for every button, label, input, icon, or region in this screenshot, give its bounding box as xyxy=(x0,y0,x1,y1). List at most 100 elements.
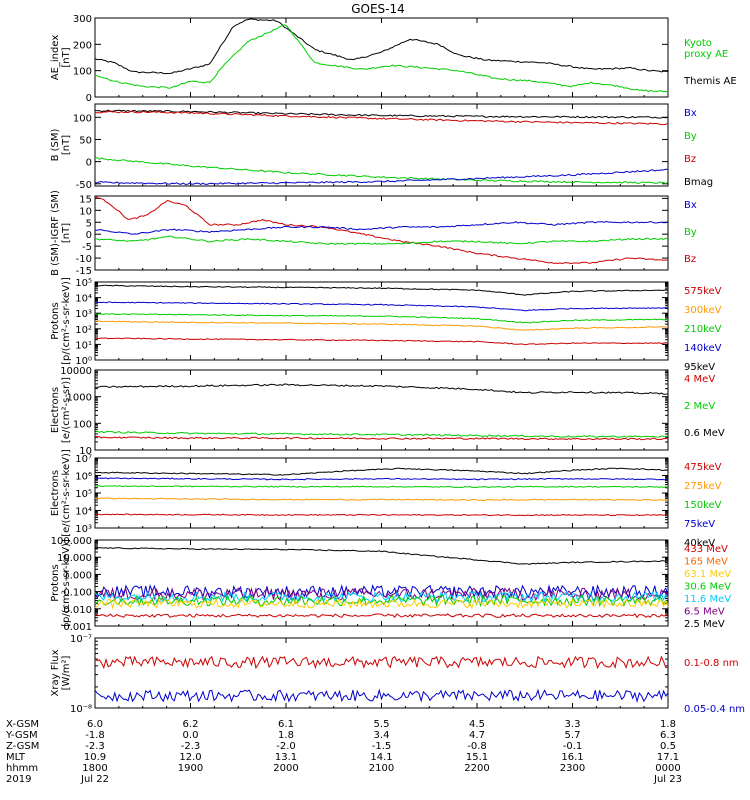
y-axis-label-line: [W/m²] xyxy=(61,655,72,690)
y-tick-label: 10000 xyxy=(60,366,92,377)
legend-label: Themis AE xyxy=(683,76,737,87)
y-tick-label: 100 xyxy=(73,113,92,124)
series-line-6-5-mev xyxy=(94,583,669,600)
legend-label: 0.6 MeV xyxy=(684,428,725,439)
y-axis-label-line: B (SM)-IGRF (SM) xyxy=(50,190,61,276)
series-line-by xyxy=(94,235,669,246)
y-tick-label: 10.000 xyxy=(57,553,92,564)
panel-7: 0.0010.0100.1001.00010.000100.000Protons… xyxy=(50,536,731,633)
y-tick-label: 100 xyxy=(73,67,92,78)
legend-label: 275keV xyxy=(684,481,722,492)
legend-label: Bx xyxy=(684,108,697,119)
series-line-kyoto-proxy-ae xyxy=(94,24,669,93)
y-axis-label: B (SM) [nT] xyxy=(50,128,72,161)
legend-label: By xyxy=(684,227,697,238)
legend-label: 30.6 MeV xyxy=(684,582,731,593)
x-axis-cell: 6.0 xyxy=(87,719,103,730)
y-tick-label: 100 xyxy=(73,419,92,430)
series-line-2-mev xyxy=(94,430,669,438)
x-axis-cell: -2.0 xyxy=(276,741,296,752)
y-axis-label-line: Electrons xyxy=(50,470,61,516)
series-line-95kev xyxy=(95,337,669,346)
y-tick-label: 10⁵ xyxy=(75,489,92,500)
legend-label: 0.1-0.8 nm xyxy=(684,658,739,669)
series-line-bz xyxy=(95,110,669,126)
y-tick-label: 10⁻⁸ xyxy=(70,704,92,715)
y-axis-label-line: [nT] xyxy=(61,47,72,67)
series-line-bmag xyxy=(94,109,669,119)
x-axis-cell: 14.1 xyxy=(370,752,392,763)
legend-label: 575keV xyxy=(684,286,722,297)
y-tick-label: 10⁴ xyxy=(75,507,92,518)
series-line-575kev xyxy=(94,284,669,296)
legend-label: Kyoto xyxy=(684,38,712,49)
series-line-2-5-mev xyxy=(94,547,669,565)
y-tick-label: 0.010 xyxy=(63,605,92,616)
series-line-210kev xyxy=(94,313,669,324)
x-axis-cell: 0000 xyxy=(655,763,680,774)
x-axis-cell: 10.9 xyxy=(84,752,106,763)
x-axis-cell: 5.7 xyxy=(565,730,581,741)
legend-label: 95keV xyxy=(684,362,715,373)
x-axis-cell: 3.4 xyxy=(374,730,390,741)
legend-label: proxy AE xyxy=(684,49,728,60)
series-line-140kev xyxy=(94,320,669,331)
x-axis-cell: 0.5 xyxy=(660,741,676,752)
x-axis-cell: 17.1 xyxy=(657,752,679,763)
legend-label: 150keV xyxy=(684,500,722,511)
series-line-475kev xyxy=(94,467,668,476)
legend-label: 300keV xyxy=(684,305,722,316)
legend-label: 0.05-0.4 nm xyxy=(684,704,745,715)
x-axis-row-label: hhmm xyxy=(6,763,38,774)
legend-label: 75keV xyxy=(684,519,715,530)
legend-label: 40keV xyxy=(684,538,715,549)
x-axis-cell: 5.5 xyxy=(374,719,390,730)
y-tick-label: 1.000 xyxy=(63,570,92,581)
y-tick-label: 10⁴ xyxy=(75,294,92,305)
legend-label: 11.6 MeV xyxy=(684,594,731,605)
y-axis-label-line: B (SM) xyxy=(50,128,61,161)
series-line-275kev xyxy=(94,477,669,481)
series-line-30-6-mev xyxy=(94,590,669,604)
legend-label: 165 MeV xyxy=(684,557,728,568)
y-tick-label: 1000 xyxy=(67,393,92,404)
y-tick-label: -50 xyxy=(76,180,92,191)
x-axis-cell: Jul 23 xyxy=(653,774,682,785)
y-tick-label: 0.001 xyxy=(63,622,92,633)
series-line-bx xyxy=(94,220,669,235)
x-axis-cell: 2000 xyxy=(273,763,298,774)
x-axis-cell: -2.3 xyxy=(181,741,201,752)
y-axis-label: Electrons [e/(cm²-s-sr-keV)] xyxy=(50,449,72,537)
series-line-bz xyxy=(94,195,668,265)
x-axis-row-label: Z-GSM xyxy=(6,741,39,752)
x-axis-row-label: Y-GSM xyxy=(5,730,38,741)
x-axis-cell: 1800 xyxy=(82,763,107,774)
y-tick-label: 10⁵ xyxy=(75,278,92,289)
y-tick-label: 10¹ xyxy=(75,340,92,351)
x-axis-cell: 1.8 xyxy=(660,719,676,730)
panel-frame xyxy=(94,539,669,627)
y-tick-label: 10 xyxy=(79,446,92,457)
legend-label: Bmag xyxy=(684,177,713,188)
series-line-11-6-mev xyxy=(94,586,669,602)
x-axis-row-label: 2019 xyxy=(6,774,31,785)
legend-label: 210keV xyxy=(684,324,722,335)
y-tick-label: 10⁻⁷ xyxy=(70,634,92,645)
y-tick-label: 10⁷ xyxy=(75,454,92,465)
series-line-165-mev xyxy=(94,597,669,610)
legend-label: Bz xyxy=(684,154,696,165)
y-axis-label-line: [e/(cm²-s-sr)] xyxy=(61,377,72,443)
y-tick-label: 10³ xyxy=(75,524,92,535)
x-axis-cell: 6.1 xyxy=(278,719,294,730)
series-line-75kev xyxy=(94,497,669,502)
series-line-0-6-mev xyxy=(94,383,669,395)
legend-label: By xyxy=(684,131,697,142)
y-tick-label: 200 xyxy=(73,40,92,51)
x-axis-cell: 13.1 xyxy=(275,752,297,763)
x-axis-cell: 3.3 xyxy=(565,719,581,730)
legend-label: 6.5 MeV xyxy=(684,607,725,618)
y-tick-label: -5 xyxy=(82,242,92,253)
